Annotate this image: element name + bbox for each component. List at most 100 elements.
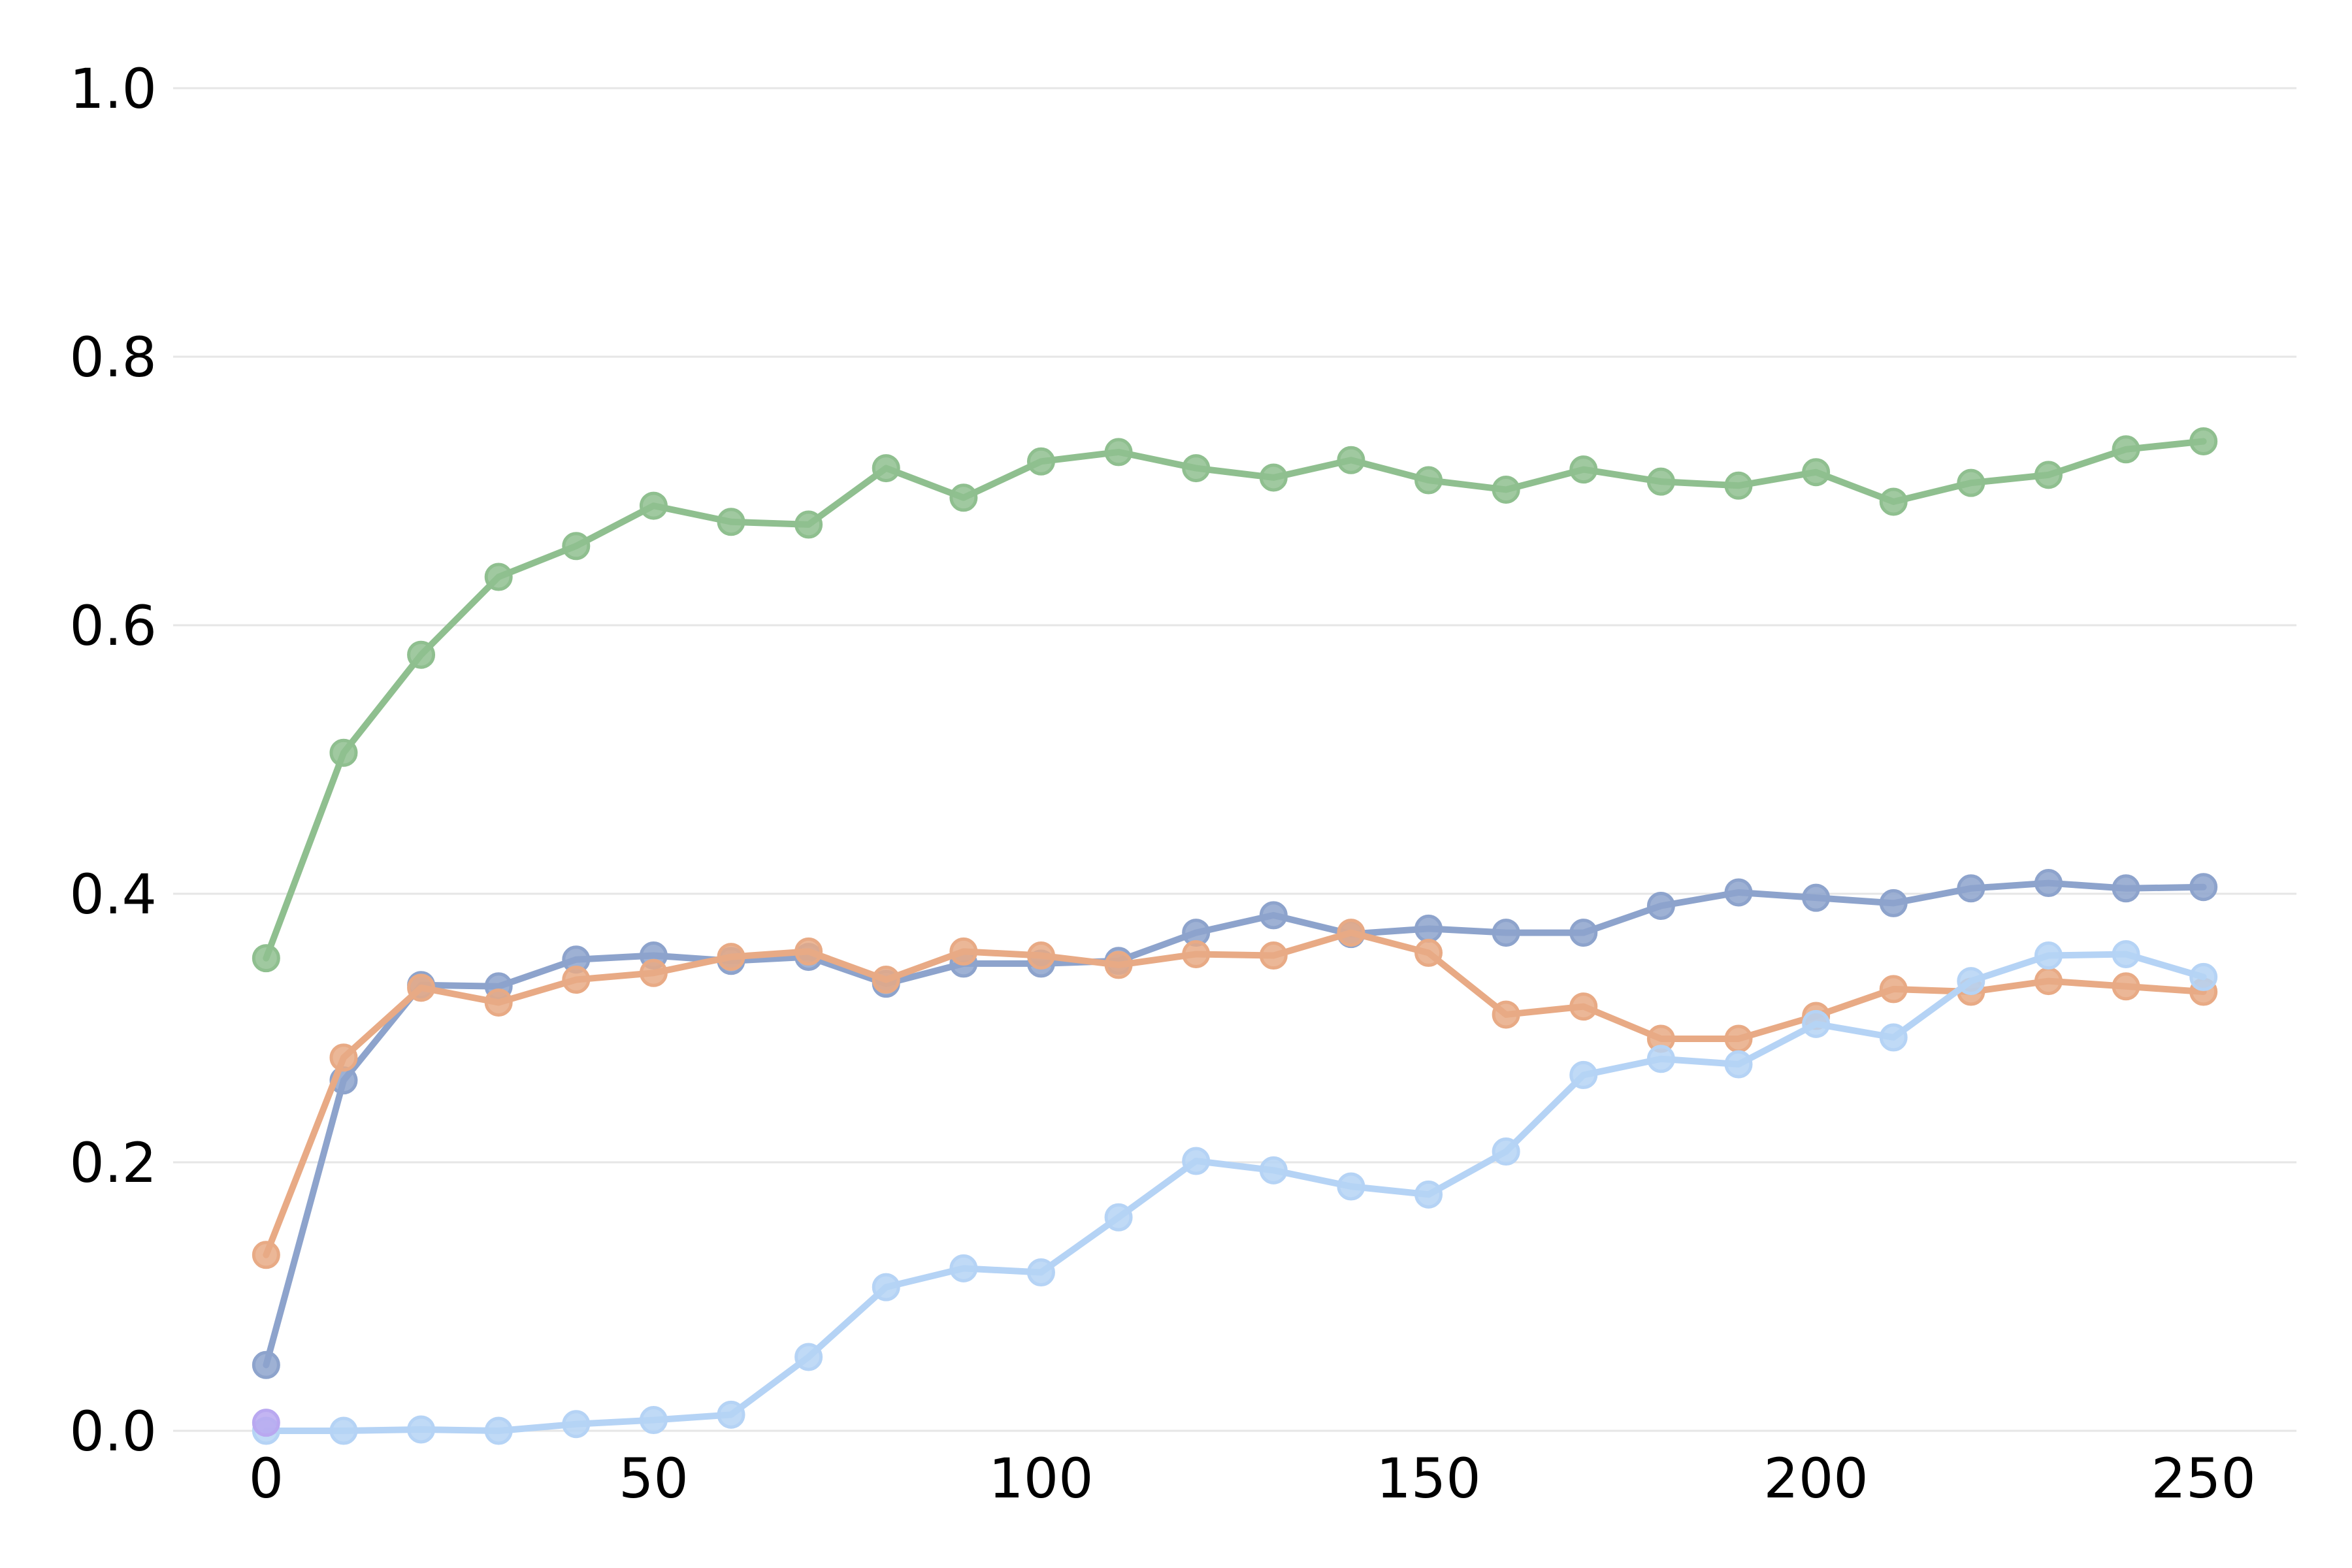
data-point [1182,939,1211,968]
data-point [1026,447,1055,476]
data-point [1414,1180,1443,1209]
series-2 [252,919,2218,1269]
x-tick-label: 250 [2151,1446,2255,1511]
data-point [1414,938,1443,967]
data-point [2112,972,2140,1001]
data-point [1492,1000,1520,1029]
data-point [1724,878,1753,907]
data-point [1414,914,1443,943]
data-point [407,973,436,1002]
data-point [1492,919,1520,947]
data-point [1879,975,1908,1004]
data-point [639,1406,668,1435]
x-tick-label: 100 [988,1446,1093,1511]
y-tick-label: 0.2 [69,1131,157,1195]
data-point [1259,463,1288,492]
data-point [1724,1024,1753,1053]
y-axis-tick-labels: 0.0 0.2 0.4 0.6 0.8 1.0 [69,57,157,1463]
gridlines [173,87,2296,1432]
data-point [2034,941,2063,970]
data-point [1182,1147,1211,1175]
data-point [562,966,591,994]
data-point [1802,883,1831,912]
data-point [1646,891,1675,920]
y-tick-label: 0.6 [69,594,157,658]
data-point [252,1241,280,1269]
data-point [1492,475,1520,504]
data-point [329,1416,358,1445]
data-point [949,937,978,966]
data-point [1026,941,1055,970]
data-point [1569,1060,1598,1089]
data-point [329,738,358,767]
series-4 [252,1409,280,1437]
data-point [1337,446,1365,474]
data-point [1337,1172,1365,1201]
data-point [794,937,823,966]
data-point [639,491,668,520]
data-point [949,1254,978,1282]
data-point [1646,467,1675,496]
x-tick-label: 50 [619,1446,689,1511]
series-line [263,951,2207,1434]
data-point [484,988,513,1017]
data-point [1879,487,1908,516]
data-point [872,1273,900,1301]
data-point [794,1343,823,1371]
data-point [2112,874,2140,903]
data-point [1337,919,1365,947]
data-point [407,640,436,669]
data-point [1026,1258,1055,1287]
x-tick-label: 150 [1376,1446,1480,1511]
data-point [2034,967,2063,996]
data-point [252,1409,280,1437]
series-line [263,929,2207,1258]
data-point [252,1350,280,1379]
data-point [1724,1050,1753,1079]
data-point [2189,427,2218,455]
data-point [1646,1045,1675,1073]
data-point [329,1043,358,1072]
data-point [717,943,745,972]
data-point [794,510,823,539]
data-point [1414,466,1443,495]
data-point [1104,1203,1133,1232]
data-point [484,563,513,591]
series-1 [252,869,2218,1379]
data-point [1802,1009,1831,1038]
data-point [1879,889,1908,917]
data-point [252,944,280,973]
data-point [1724,471,1753,500]
data-point [2034,461,2063,489]
x-tick-label: 200 [1763,1446,1868,1511]
data-point [1259,1156,1288,1184]
data-point [1957,874,1985,903]
data-point [1802,458,1831,487]
data-point [872,966,900,994]
data-point [1492,1137,1520,1166]
y-tick-label: 0.4 [69,862,157,926]
series-0 [252,427,2218,973]
data-point [717,508,745,536]
series-line [263,438,2207,962]
data-point [1879,1023,1908,1052]
y-tick-label: 0.0 [69,1399,157,1463]
data-point [639,958,668,987]
x-tick-label: 0 [249,1446,284,1511]
data-point [1259,941,1288,970]
data-point [717,1400,745,1429]
data-point [1569,992,1598,1021]
data-point [2034,869,2063,898]
data-point [2112,435,2140,464]
data-point [1569,919,1598,947]
y-tick-label: 1.0 [69,57,157,121]
data-point [1104,951,1133,979]
data-point [1957,967,1985,996]
data-point [1569,455,1598,484]
plot-area [252,427,2218,1445]
data-point [1182,454,1211,483]
data-point [562,1410,591,1439]
data-point [949,483,978,512]
data-point [872,454,900,483]
